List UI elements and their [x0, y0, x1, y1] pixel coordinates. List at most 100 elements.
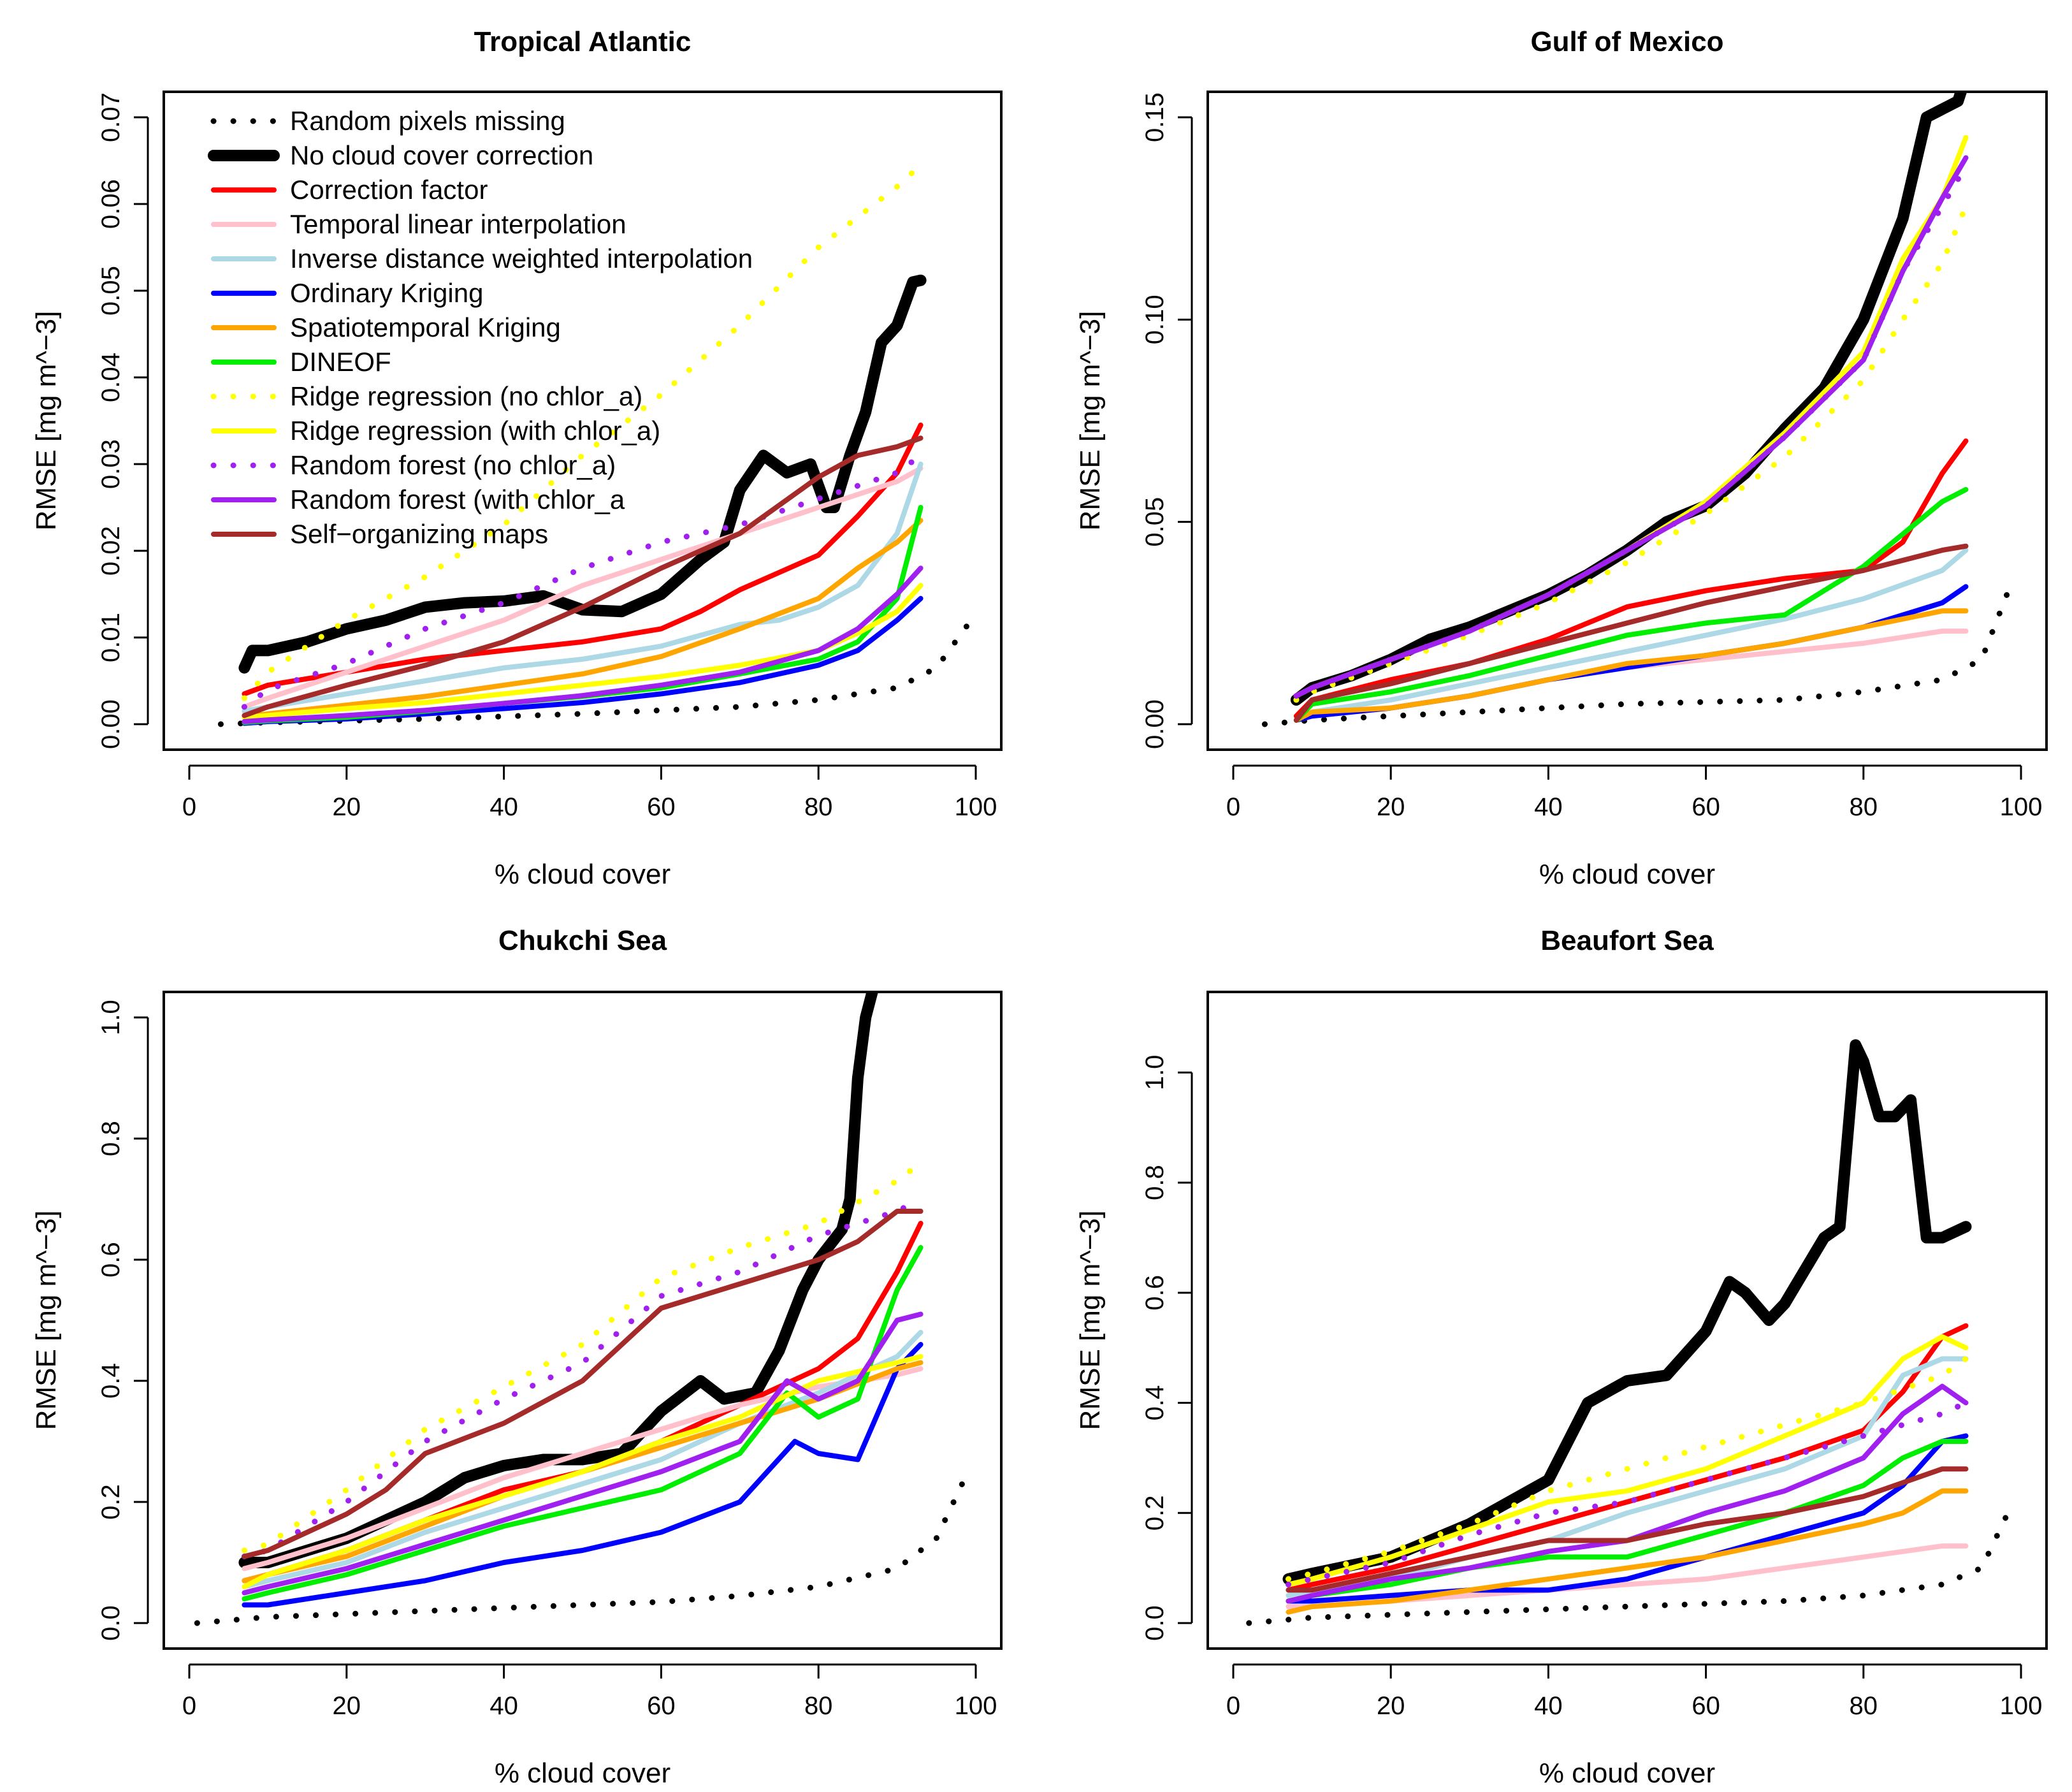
series-line-spatiotemporal-kriging	[1293, 608, 1969, 723]
series-group	[194, 993, 971, 1626]
legend-label: DINEOF	[290, 347, 391, 377]
y-tick-label: 0.4	[1141, 1385, 1169, 1421]
series-line-spatiotemporal-kriging	[242, 518, 924, 720]
panel-4: Beaufort Sea 0 20 40 60 80 100 % cloud cover 0.0…	[1075, 925, 2048, 1789]
x-axis-label: % cloud cover	[495, 859, 670, 890]
x-tick-label: 60	[647, 1692, 676, 1720]
series-line-random-forest-with-chlor-a	[1286, 1383, 1969, 1604]
series-line-ridge-regression-no-chlor-a	[241, 162, 924, 701]
series-line-ordinary-kriging	[242, 1342, 924, 1608]
series-line-inverse-distance-weighted-interpolation	[1293, 548, 1969, 723]
series-line-inverse-distance-weighted-interpolation	[242, 1330, 924, 1589]
series-line-random-forest-no-chlor-a	[241, 1196, 924, 1559]
x-tick-label: 0	[1226, 793, 1240, 821]
x-tick-label: 80	[1850, 1692, 1878, 1720]
series-group	[1246, 1039, 2017, 1626]
y-tick-label: 0.4	[97, 1363, 125, 1399]
x-tick-label: 40	[489, 793, 518, 821]
series-line-dineof	[1293, 486, 1969, 723]
legend-label: Ordinary Kriging	[290, 278, 483, 308]
legend-label: Random pixels missing	[290, 106, 565, 136]
x-tick-label: 80	[804, 1692, 833, 1720]
y-axis-label: RMSE [mg m^−3]	[1075, 311, 1106, 531]
series-line-random-pixels-missing	[1246, 1499, 2017, 1626]
series-line-dineof	[242, 1245, 924, 1601]
y-tick-label: 0.02	[97, 526, 125, 576]
y-tick-label: 1.0	[97, 1000, 125, 1035]
legend-label: Spatiotemporal Kriging	[290, 312, 561, 342]
y-tick-label: 0.6	[97, 1242, 125, 1278]
plot-frame	[1206, 991, 2048, 1650]
series-line-no-cloud-cover-correction	[1282, 1039, 1972, 1585]
y-tick-label: 0.06	[97, 179, 125, 229]
legend-label: Temporal linear interpolation	[290, 209, 627, 239]
series-line-spatiotemporal-kriging	[1286, 1488, 1969, 1615]
series-line-ridge-regression-with-chlor-a	[1286, 1334, 1969, 1587]
series-line-inverse-distance-weighted-interpolation	[242, 462, 924, 714]
series-line-self-organizing-maps	[242, 435, 924, 718]
plot-frame	[163, 991, 1003, 1650]
series-line-no-cloud-cover-correction	[238, 993, 878, 1568]
series-line-self-organizing-maps	[1293, 543, 1969, 723]
x-tick-label: 20	[333, 1692, 361, 1720]
y-tick-label: 0.00	[97, 699, 125, 749]
legend-label: Inverse distance weighted interpolation	[290, 244, 753, 273]
series-line-random-forest-with-chlor-a	[242, 1311, 924, 1596]
y-tick-label: 0.01	[97, 613, 125, 662]
series-group	[217, 162, 971, 727]
series-line-correction-factor	[1286, 1323, 1969, 1593]
y-tick-label: 0.05	[97, 266, 125, 316]
legend-label: Self−organizing maps	[290, 519, 548, 549]
chart-title: Gulf of Mexico	[1530, 26, 1723, 57]
panel-2: Gulf of Mexico 0 20 40 60 80 100 % cloud cover 0…	[1075, 26, 2048, 890]
y-tick-label: 0.10	[1141, 295, 1169, 344]
x-tick-label: 80	[1850, 793, 1878, 821]
y-tick-label: 0.2	[1141, 1495, 1169, 1531]
y-tick-label: 0.07	[97, 92, 125, 142]
x-tick-label: 20	[333, 793, 361, 821]
x-tick-label: 100	[955, 1692, 997, 1720]
y-tick-label: 0.0	[1141, 1605, 1169, 1641]
x-tick-label: 0	[1226, 1692, 1240, 1720]
y-tick-label: 0.0	[97, 1605, 125, 1641]
legend-label: No cloud cover correction	[290, 140, 593, 170]
legend: Random pixels missing No cloud cover corr…	[208, 106, 753, 549]
series-line-random-forest-with-chlor-a	[1293, 155, 1969, 699]
series-line-self-organizing-maps	[242, 1209, 924, 1559]
x-tick-label: 100	[2000, 793, 2043, 821]
x-tick-label: 0	[182, 793, 196, 821]
x-tick-label: 40	[1534, 793, 1563, 821]
chart-title: Chukchi Sea	[498, 925, 667, 956]
series-line-ridge-regression-no-chlor-a	[1286, 1356, 1969, 1582]
series-line-ridge-regression-with-chlor-a	[242, 583, 924, 720]
y-tick-label: 0.05	[1141, 497, 1169, 547]
x-tick-label: 40	[1534, 1692, 1563, 1720]
legend-label: Random forest (with chlor_a	[290, 484, 625, 514]
chart-title: Beaufort Sea	[1540, 925, 1714, 956]
y-tick-label: 0.04	[97, 353, 125, 402]
y-tick-label: 0.8	[97, 1121, 125, 1156]
x-tick-label: 60	[1692, 1692, 1720, 1720]
x-tick-label: 20	[1377, 1692, 1405, 1720]
x-axis-label: % cloud cover	[1539, 859, 1715, 890]
y-tick-label: 0.2	[97, 1484, 125, 1520]
legend-label: Random forest (no chlor_a)	[290, 450, 616, 480]
series-line-self-organizing-maps	[1286, 1466, 1969, 1593]
y-tick-label: 0.15	[1141, 92, 1169, 142]
series-line-no-cloud-cover-correction	[238, 274, 927, 674]
chart-title: Tropical Atlantic	[474, 26, 692, 57]
y-tick-label: 0.8	[1141, 1165, 1169, 1200]
legend-label: Ridge regression (no chlor_a)	[290, 381, 642, 411]
plot-frame	[1206, 91, 2048, 751]
series-line-random-pixels-missing	[194, 1469, 971, 1626]
x-tick-label: 100	[955, 793, 997, 821]
x-tick-label: 20	[1377, 793, 1405, 821]
x-tick-label: 100	[2000, 1692, 2043, 1720]
series-line-temporal-linear-interpolation	[242, 465, 924, 710]
x-tick-label: 80	[804, 793, 833, 821]
x-tick-label: 60	[1692, 793, 1720, 821]
series-line-random-forest-with-chlor-a	[242, 565, 924, 724]
x-axis-label: % cloud cover	[1539, 1758, 1715, 1789]
x-tick-label: 40	[489, 1692, 518, 1720]
